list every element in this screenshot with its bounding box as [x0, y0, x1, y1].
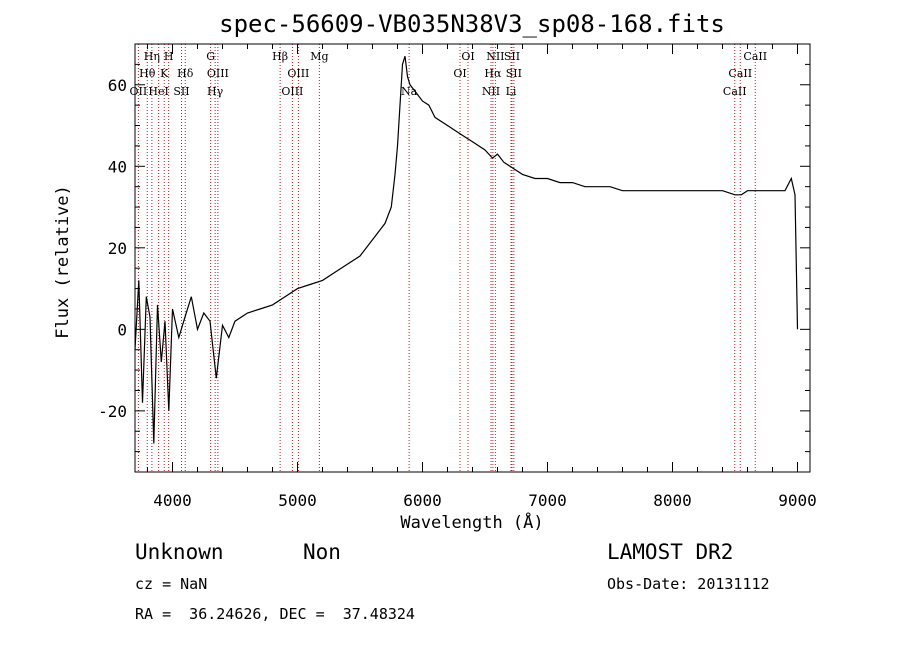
y-axis-label: Flux (relative) — [53, 185, 73, 339]
spectral-line-label: OII — [130, 85, 148, 98]
survey-label: LAMOST DR2 — [607, 540, 733, 564]
x-tick-label: 4000 — [153, 491, 192, 510]
spectral-line-label: OIII — [207, 67, 229, 80]
spectral-line-label: OIII — [287, 67, 309, 80]
spectral-line-label: SII — [506, 67, 522, 80]
spectral-line-label: Hδ — [177, 67, 194, 80]
x-tick-label: 5000 — [278, 491, 317, 510]
y-tick-label: 40 — [108, 157, 127, 176]
y-tick-label: -20 — [98, 402, 127, 421]
spectral-line-label: SII — [173, 85, 189, 98]
x-tick-label: 6000 — [403, 491, 442, 510]
y-axis-ticks: -20 0 20 40 60 — [98, 43, 810, 453]
spectral-line-label: HeI — [148, 85, 168, 98]
plot-frame — [134, 43, 811, 473]
spectral-line-markers — [137, 44, 756, 472]
spectral-line-label: G — [206, 50, 215, 63]
classification-label: Unknown — [135, 540, 224, 564]
x-axis-label: Wavelength (Å) — [400, 511, 543, 533]
chart-title: spec-56609-VB035N38V3_sp08-168.fits — [219, 10, 725, 38]
redshift-label: cz = NaN — [135, 575, 207, 593]
spectral-line-label: Mg — [310, 50, 328, 63]
x-tick-label: 8000 — [653, 491, 692, 510]
spectral-line-label: OI — [461, 50, 474, 63]
subclass-label: Non — [303, 540, 341, 564]
spectral-line-label: Li — [506, 85, 517, 98]
spectral-line-label: CaII — [728, 67, 752, 80]
spectral-line-label: CaII — [743, 50, 767, 63]
spectral-line-label: H — [164, 50, 174, 63]
spectral-line-label: OIII — [281, 85, 303, 98]
x-tick-label: 7000 — [528, 491, 567, 510]
y-tick-label: 60 — [108, 76, 127, 95]
spectral-line-label: K — [160, 67, 169, 80]
spectral-line-label: Hγ — [207, 85, 224, 98]
spectral-line-label: Na — [401, 85, 418, 98]
spectral-line-label: Hθ — [139, 67, 156, 80]
spectral-line-label: NII — [486, 50, 504, 63]
spectral-line-label: Hα — [484, 67, 502, 80]
spectral-line-label: NII — [482, 85, 500, 98]
y-tick-label: 0 — [117, 320, 127, 339]
obs-date-label: Obs-Date: 20131112 — [607, 575, 770, 593]
spectral-line-label: OI — [453, 67, 466, 80]
x-axis-ticks: 4000 5000 6000 7000 8000 9000 — [147, 44, 817, 510]
spectral-line-label: Hη — [144, 50, 160, 63]
spectral-line-label: SII — [504, 50, 520, 63]
spectrum-series — [134, 56, 799, 444]
x-tick-label: 9000 — [778, 491, 817, 510]
spectral-line-label: Hβ — [272, 50, 288, 63]
spectrum-line — [134, 56, 799, 444]
spectral-line-labels: OIIHθHηHeIKHSIIHδGHγOIIIHβOIIIOIIIMgNaOI… — [130, 50, 768, 98]
coordinates-label: RA = 36.24626, DEC = 37.48324 — [135, 605, 415, 623]
spectral-line-label: CaII — [723, 85, 747, 98]
y-tick-label: 20 — [108, 239, 127, 258]
